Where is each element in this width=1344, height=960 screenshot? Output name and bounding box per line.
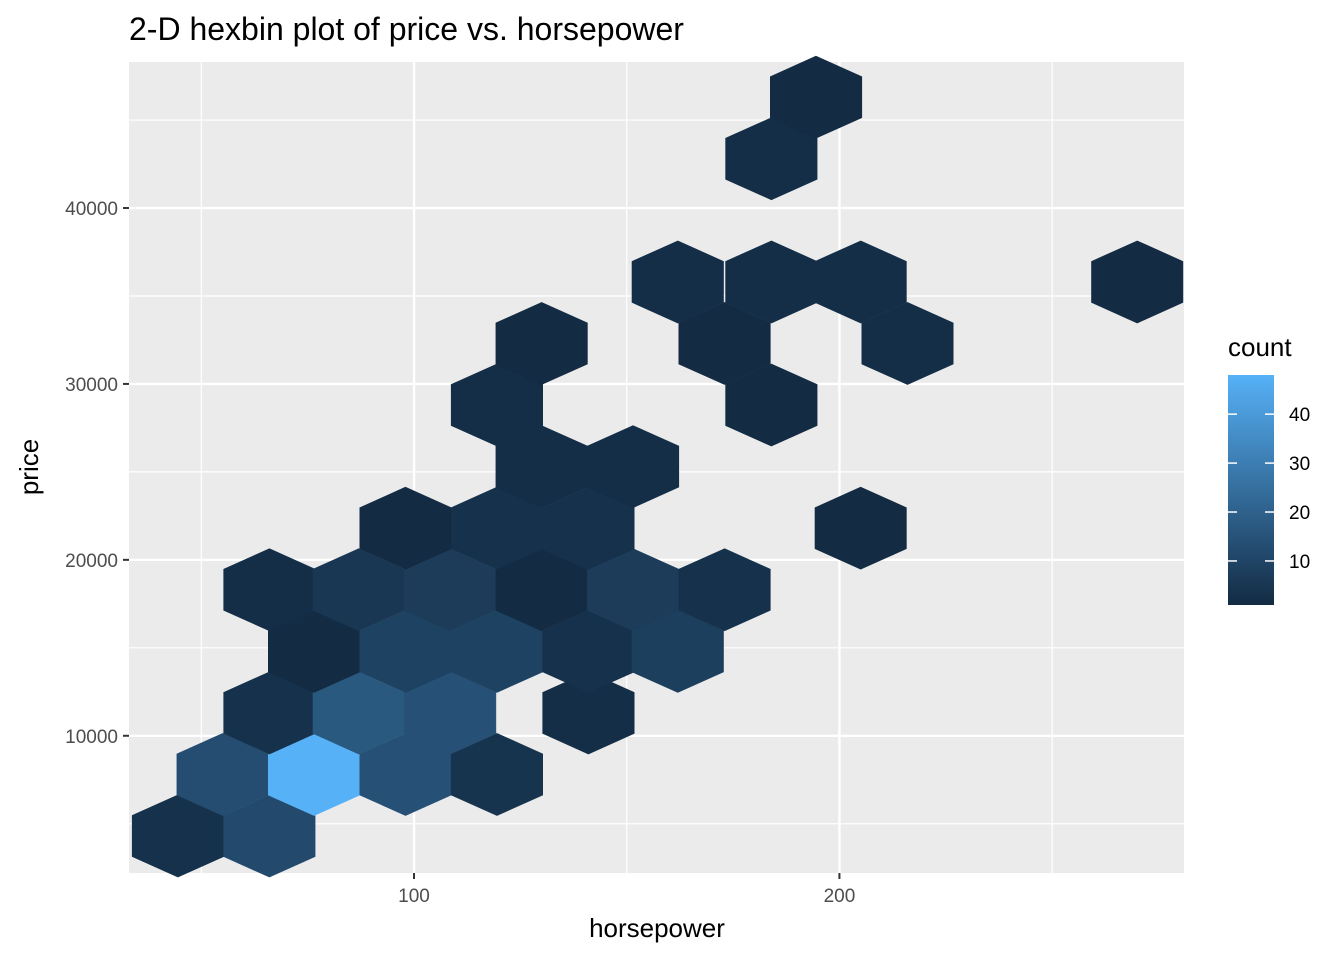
legend-tick-label: 30: [1289, 454, 1310, 475]
hexbin-cell: [814, 240, 907, 324]
hexbin-cell: [450, 363, 544, 447]
hexbin-cell: [450, 733, 544, 816]
x-tick-label: 200: [824, 886, 856, 907]
chart-title: 2-D hexbin plot of price vs. horsepower: [129, 11, 684, 47]
legend-ticks: 10 20 30 40: [1228, 405, 1310, 573]
hexbin-cell: [814, 486, 907, 570]
hexbin-cell: [223, 794, 316, 878]
y-tick-label: 40000: [65, 199, 118, 220]
x-axis: 100 200: [398, 873, 855, 907]
hexbin-cell: [631, 609, 724, 693]
legend-tick-label: 20: [1289, 503, 1310, 524]
hexbin-cell: [542, 486, 635, 570]
hexbin-cell: [542, 671, 635, 755]
hexbin-cell: [769, 55, 863, 139]
hexbin-cell: [631, 240, 724, 324]
legend-tick-label: 10: [1289, 552, 1310, 573]
hexbin-cell: [678, 548, 771, 632]
hexbin-cells: [131, 55, 1184, 878]
y-axis: 10000 20000 30000 40000: [65, 199, 129, 748]
legend-tick-label: 40: [1289, 405, 1310, 426]
hexbin-cell: [861, 302, 954, 385]
legend-title: count: [1228, 332, 1292, 362]
y-tick-label: 10000: [65, 727, 118, 748]
legend-colorbar: [1228, 375, 1274, 605]
x-axis-title: horsepower: [589, 913, 725, 943]
y-tick-label: 20000: [65, 551, 118, 572]
hexbin-cell: [678, 302, 771, 385]
color-legend: count 10 20 30 40: [1228, 332, 1310, 605]
hexbin-cell: [725, 117, 818, 201]
x-tick-label: 100: [398, 886, 430, 907]
y-tick-label: 30000: [65, 375, 118, 396]
hexbin-cell: [495, 302, 588, 385]
hexbin-cell: [587, 425, 680, 509]
hexbin-cell: [404, 671, 497, 755]
hexbin-cell: [725, 363, 818, 447]
y-axis-title: price: [14, 439, 44, 495]
hexbin-cell: [1091, 240, 1184, 324]
